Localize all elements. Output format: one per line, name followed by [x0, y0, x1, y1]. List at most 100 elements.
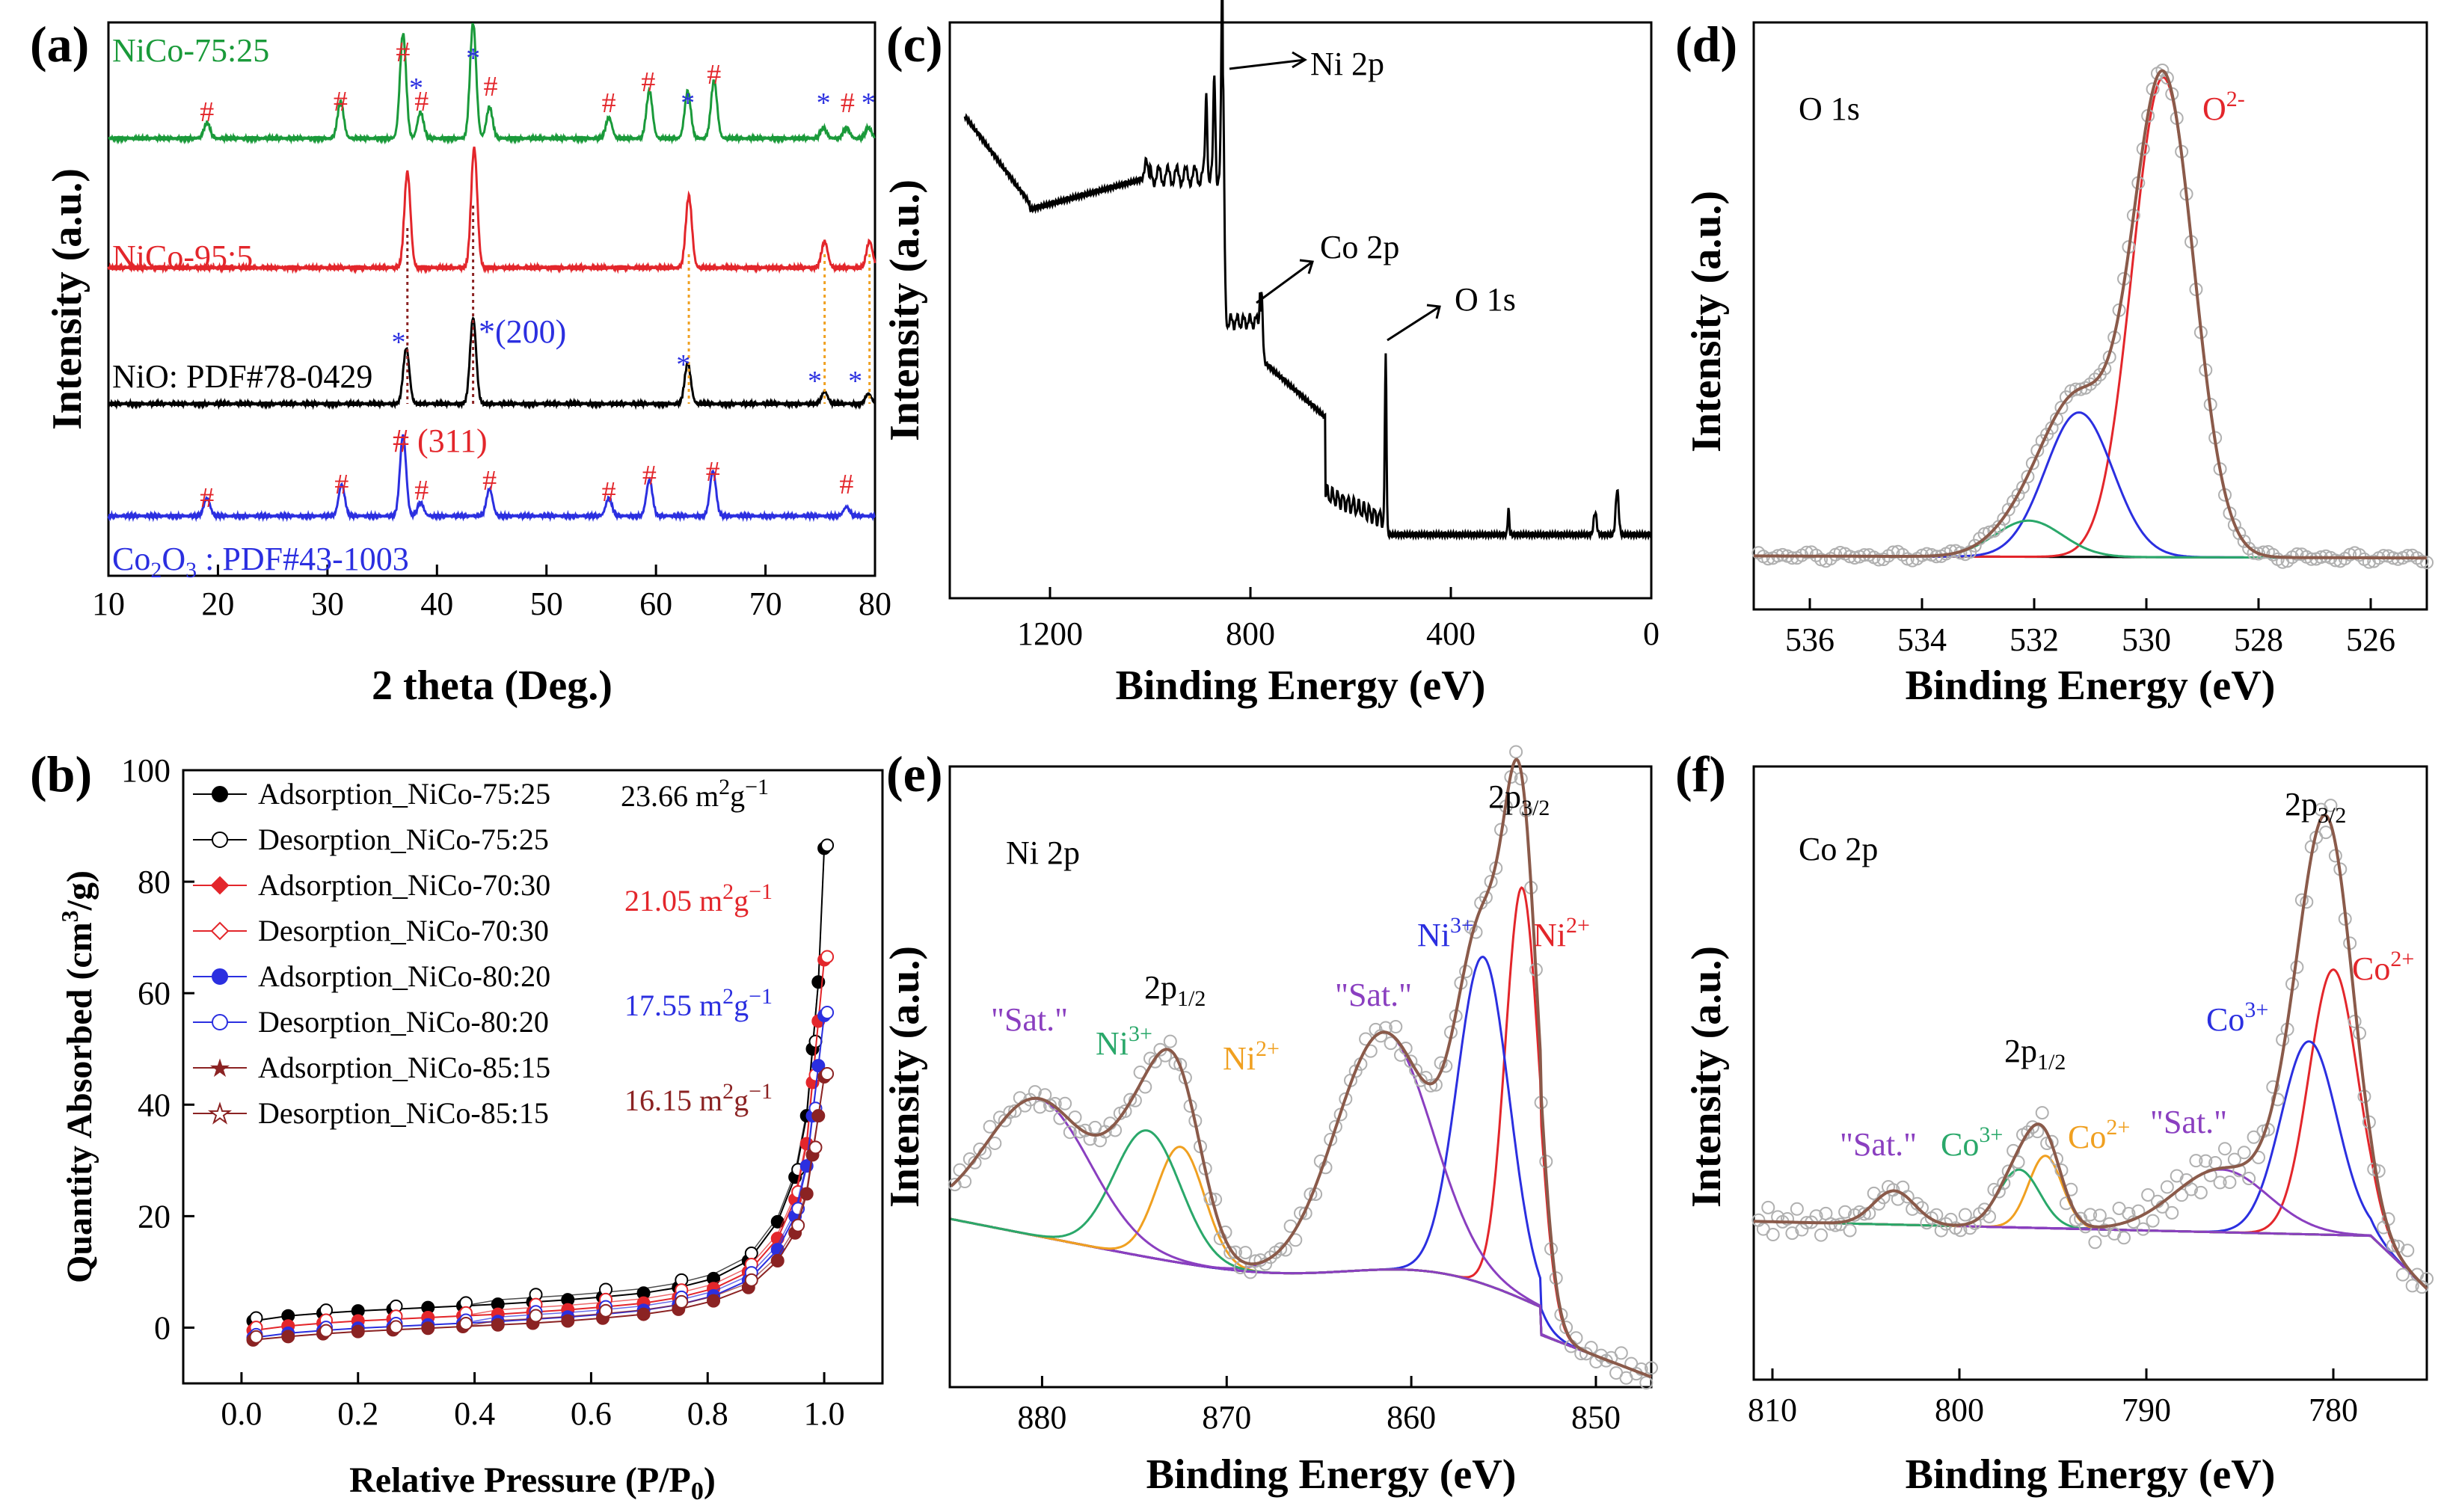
f-curves-data-point-54 [2160, 1180, 2174, 1194]
f-curves-data-point-96 [1958, 1208, 1972, 1222]
c-arrows [1229, 51, 1441, 342]
panel-c-letter: (c) [886, 16, 942, 73]
f-curves-background [1754, 1220, 2428, 1290]
f-curves-data-point-15 [2348, 1014, 2362, 1028]
panel-b-frame [182, 769, 884, 1385]
panel-d-curves [1751, 64, 2434, 570]
a-marker-green-11: * [817, 87, 831, 119]
b-legend-marker-0 [212, 786, 228, 802]
f-label-co3-main: Co3+ [2206, 998, 2268, 1038]
f-curves-data-point-67 [2098, 1223, 2112, 1238]
f-curves-data-point-47 [2193, 1185, 2208, 1199]
e-curves-data-point-132 [983, 1119, 997, 1134]
b-des-point-3-16 [791, 1218, 805, 1232]
c-label-co2p: Co 2p [1320, 229, 1399, 265]
panel-b-ticks: 0.0 0.2 0.4 0.6 0.8 1.0 0 20 40 60 80 100 [121, 752, 845, 1432]
panel-f-curves [1751, 799, 2434, 1294]
e-curves-data-point-104 [1123, 1092, 1137, 1107]
e-label-ni2-main: Ni2+ [1533, 913, 1590, 953]
b-des-point-3-12 [675, 1294, 689, 1309]
b-area-8020: 17.55 m2g−1 [624, 984, 773, 1022]
panel-b-surface-areas: 23.66 m2g−1 21.05 m2g−1 17.55 m2g−1 16.1… [621, 775, 773, 1117]
panel-e-frame [948, 765, 1653, 1389]
panel-c-xticks: 1200 800 400 0 [1017, 587, 1660, 652]
d-ylabel: Intensity (a.u.) [1683, 191, 1730, 452]
panel-a-peak-markers: # ##*#*###*#* # **** *# # # # ## # # [200, 37, 875, 514]
e-label-sat1: "Sat." [991, 1001, 1068, 1038]
f-curves-data-point-137 [1761, 1200, 1775, 1214]
d-curves-xtick-label-536: 536 [1785, 621, 1835, 658]
d-curves-component-1 [1754, 411, 2427, 559]
f-curves-data-point-82 [2025, 1120, 2039, 1134]
e-curves-data-point-127 [1008, 1104, 1022, 1118]
e-curves-data-point-51 [1389, 1020, 1403, 1034]
b-legend-marker-4 [212, 968, 228, 985]
b-des-point-3-0 [249, 1330, 263, 1344]
f-curves-data-point-125 [1819, 1206, 1833, 1220]
a-marker-green-5: * [466, 43, 480, 74]
c-ylabel: Intensity (a.u.) [882, 179, 928, 441]
f-curves-data-point-68 [2093, 1208, 2107, 1223]
e-curves-xtick-label-880: 880 [1017, 1399, 1066, 1436]
d-label-o2: O2- [2202, 87, 2245, 127]
f-curves-data-point-121 [1838, 1205, 1852, 1219]
e-curves-data-point-137 [958, 1175, 972, 1189]
d-curves-data-point-69 [2088, 372, 2102, 387]
f-curves-data-point-69 [2088, 1235, 2102, 1250]
f-curves-data-point-3 [2405, 1279, 2419, 1293]
d-curves-data-point-76 [2054, 401, 2069, 415]
b-ytick-label-100: 100 [121, 752, 171, 789]
d-curves-component-0 [1754, 76, 2427, 559]
b-xlabel: Relative Pressure (P/P0) [349, 1460, 716, 1505]
b-xtick-label-0.2: 0.2 [337, 1395, 378, 1432]
f-curves-data-point-38 [2237, 1146, 2251, 1160]
c-xtick-label-400: 400 [1426, 615, 1476, 652]
d-curves-data-point-72 [2074, 382, 2088, 396]
panel-f-letter: (f) [1675, 746, 1726, 802]
f-curves-xtick-label-800: 800 [1935, 1392, 1984, 1428]
b-ads-point-3-1 [281, 1330, 295, 1344]
panel-a-letter: (a) [30, 16, 89, 73]
panel-e-xticks: 880 870 860 850 [1017, 1376, 1621, 1436]
f-label-co3-sat: Co3+ [1941, 1122, 2003, 1163]
b-des-point-3-20 [820, 1067, 835, 1081]
panel-e-curves [948, 745, 1658, 1390]
e-curves-data-point-27 [1509, 745, 1523, 759]
b-xtick-label-1: 1.0 [804, 1395, 845, 1432]
b-des-point-3-14 [744, 1273, 758, 1287]
d-curves-xtick-label-528: 528 [2234, 621, 2283, 658]
f-curves-data-point-5 [2395, 1267, 2410, 1282]
b-ads-point-3-19 [811, 1109, 826, 1123]
panel-a-dashlines [406, 206, 871, 404]
d-curves-data-point-11 [2367, 554, 2381, 568]
b-des-point-3-8 [529, 1309, 543, 1323]
f-curves-data-point-122 [1833, 1217, 1847, 1232]
d-curves-data-point-8 [2381, 549, 2395, 563]
c-xtick-label-1200: 1200 [1017, 615, 1083, 652]
e-curves-data-point-81 [1238, 1246, 1253, 1260]
f-curves-data-point-41 [2223, 1175, 2237, 1189]
a-marker-green-10: # [707, 59, 721, 90]
b-area-7525: 23.66 m2g−1 [621, 775, 769, 813]
c-xlabel: Binding Energy (eV) [1116, 663, 1486, 709]
f-curves-data-point-87 [2001, 1164, 2015, 1178]
b-des-point-2-20 [820, 1006, 835, 1019]
a-series-label-nico955: NiCo-95:5 [112, 239, 253, 275]
a-marker-green-4: # [414, 86, 429, 117]
b-legend-label-4: Adsorption_NiCo-80:20 [258, 959, 550, 993]
f-curves-data-point-120 [1843, 1223, 1857, 1238]
panel-a: (a) 10 20 30 40 50 60 70 80 # ##*#*###*#* # **** *#… [30, 16, 891, 709]
e-curves-data-point-116 [1063, 1125, 1077, 1140]
d-curves-data-point-16 [2343, 547, 2357, 562]
e-curves-data-point-0 [1645, 1361, 1658, 1375]
e-curves-envelope [950, 757, 1652, 1379]
a-marker-nio-2: * [808, 366, 822, 397]
panel-a-xticks: 10 20 30 40 50 60 70 80 [92, 565, 891, 622]
e-curves-xtick-label-870: 870 [1202, 1399, 1251, 1436]
a-annot-311: # (311) [393, 422, 488, 459]
b-xtick-label-0.6: 0.6 [571, 1395, 612, 1432]
d-curves-data-point-38 [2237, 534, 2251, 548]
d-curves-data-point-121 [1838, 547, 1852, 561]
b-legend-label-3: Desorption_NiCo-70:30 [258, 914, 549, 947]
